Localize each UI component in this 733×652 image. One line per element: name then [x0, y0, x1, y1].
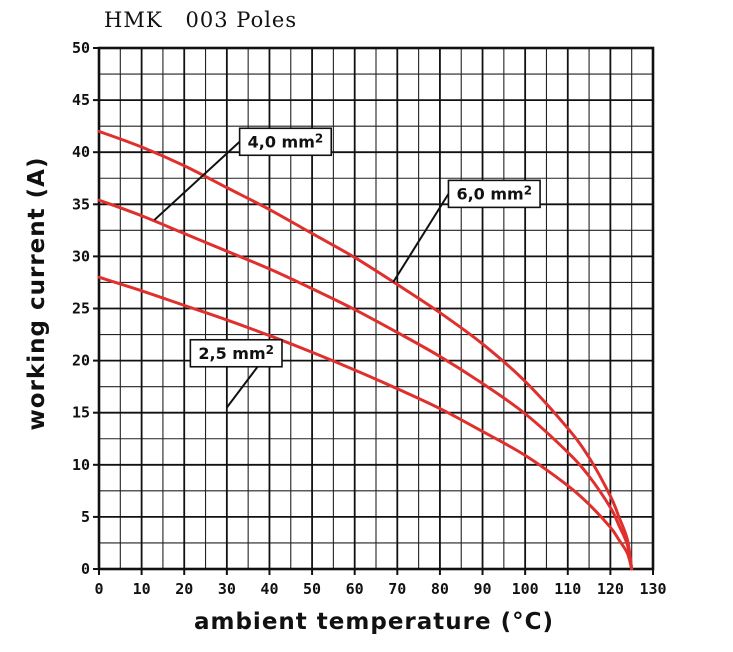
x-tick-label: 100: [512, 580, 539, 598]
x-tick-label: 80: [431, 580, 449, 598]
y-tick-label: 0: [81, 560, 90, 578]
series-line: [97, 198, 634, 571]
x-tick-label: 70: [388, 580, 406, 598]
y-tick-label: 10: [72, 456, 90, 474]
x-tick-label: 50: [303, 580, 321, 598]
x-tick-label: 40: [260, 580, 278, 598]
series-line: [97, 275, 634, 571]
y-tick-label: 35: [72, 195, 90, 213]
x-tick-label: 30: [218, 580, 236, 598]
y-tick-label: 25: [72, 300, 90, 318]
series-callouts: 4,0 mm2 6,0 mm2 2,5 mm2: [153, 127, 541, 409]
series-label-text: 6,0 mm2: [456, 183, 532, 203]
x-tick-label: 130: [639, 580, 666, 598]
series-label-box: [238, 127, 333, 157]
x-tick-label: 0: [94, 580, 103, 598]
series-label: 6,0 mm2: [447, 179, 541, 209]
y-axis-label: working current (A): [24, 157, 50, 431]
x-tick-label: 90: [474, 580, 492, 598]
series-lines: [97, 129, 634, 571]
series-label-box: [189, 338, 283, 368]
series-label-text: 4,0 mm2: [248, 131, 324, 151]
x-tick-label: 10: [133, 580, 151, 598]
callout-leader: [392, 193, 450, 283]
series-label-box: [447, 179, 541, 209]
y-tick-label: 20: [72, 352, 90, 370]
series-label-text: 2,5 mm2: [198, 343, 274, 363]
y-tick-label: 40: [72, 143, 90, 161]
callout-leader: [153, 141, 241, 221]
series-line: [97, 129, 634, 571]
y-tick-label: 45: [72, 91, 90, 109]
y-tick-label: 5: [81, 508, 90, 526]
plot-frame: [93, 46, 655, 575]
x-tick-label: 120: [597, 580, 624, 598]
chart-title: HMK 003 Poles: [104, 8, 298, 32]
x-tick-label: 60: [346, 580, 364, 598]
x-axis-label: ambient temperature (°C): [194, 609, 554, 635]
x-axis-ticks: 0 10 20 30 40 50 60 70 80 90 100 110 120 130: [94, 580, 666, 598]
y-tick-label: 30: [72, 247, 90, 265]
y-tick-label: 15: [72, 404, 90, 422]
series-label: 2,5 mm2: [189, 338, 283, 368]
y-axis-ticks: 0 5 10 15 20 25 30 35 40 45 50: [72, 39, 90, 578]
series-label: 4,0 mm2: [238, 127, 333, 157]
x-tick-label: 20: [175, 580, 193, 598]
x-tick-label: 110: [554, 580, 581, 598]
y-tick-label: 50: [72, 39, 90, 57]
